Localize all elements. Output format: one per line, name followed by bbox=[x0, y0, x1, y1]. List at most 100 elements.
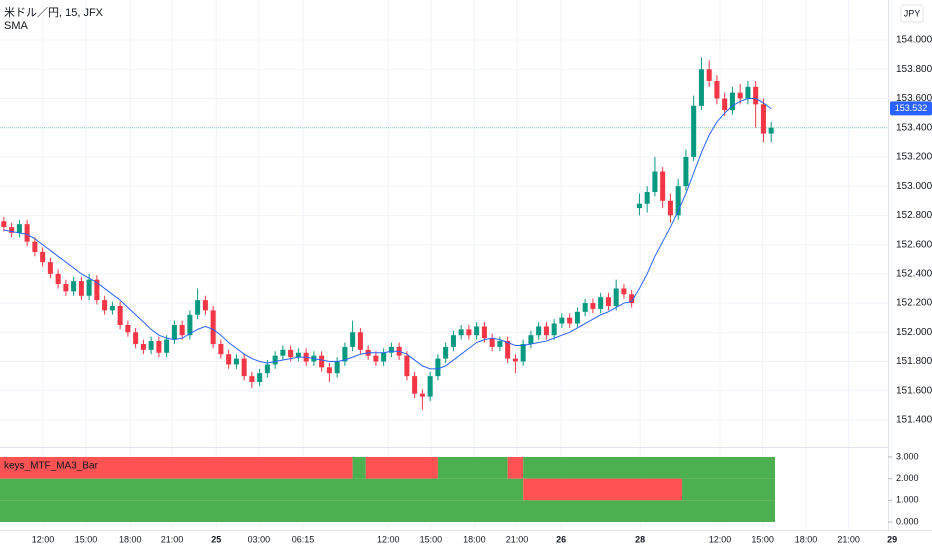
candle-body bbox=[102, 300, 108, 311]
candle-body bbox=[140, 343, 146, 350]
candle-body bbox=[40, 251, 46, 263]
candle-body bbox=[280, 349, 286, 356]
indicator-bar bbox=[0, 456, 353, 479]
indicator-tick-label: 3.000 bbox=[896, 451, 919, 461]
candle-body bbox=[16, 224, 22, 233]
indicator-tick-label: 2.000 bbox=[896, 473, 919, 483]
candle-body bbox=[326, 367, 332, 374]
candle-body bbox=[148, 341, 154, 350]
candle-body bbox=[714, 80, 720, 99]
candle-body bbox=[233, 358, 239, 365]
candle-body bbox=[636, 203, 642, 209]
candle-body bbox=[574, 311, 580, 324]
x-tick-label: 18:00 bbox=[119, 534, 142, 544]
y-tick-label: 151.800 bbox=[896, 356, 932, 367]
candle-body bbox=[210, 310, 216, 344]
y-tick-label: 152.800 bbox=[896, 210, 932, 221]
candle-body bbox=[164, 339, 170, 353]
indicator-name: SMA bbox=[4, 20, 29, 32]
candle-body bbox=[706, 69, 712, 81]
indicator-title: keys_MTF_MA3_Bar bbox=[4, 461, 99, 472]
price-badge-label: 153.532 bbox=[895, 103, 928, 113]
candle-body bbox=[590, 303, 596, 309]
candle-body bbox=[427, 376, 433, 397]
candle-body bbox=[249, 376, 255, 382]
axes: 151.400 151.600 151.800 152.000 152.200 152.4… bbox=[32, 35, 932, 544]
candle-body bbox=[450, 335, 456, 347]
x-tick-label: 15:00 bbox=[420, 534, 443, 544]
y-tick-label: 152.600 bbox=[896, 239, 932, 250]
candle-body bbox=[691, 105, 697, 157]
candle-body bbox=[768, 127, 774, 134]
candle-body bbox=[388, 346, 394, 353]
y-tick-label: 151.400 bbox=[896, 415, 932, 426]
y-tick-label: 154.000 bbox=[896, 35, 932, 46]
x-tick-label: 29 bbox=[887, 534, 897, 544]
candle-body bbox=[218, 343, 224, 355]
candle-body bbox=[264, 364, 270, 374]
candle-body bbox=[24, 224, 30, 242]
candle-body bbox=[644, 192, 650, 204]
candle-body bbox=[373, 355, 379, 362]
candle-body bbox=[512, 358, 518, 362]
candle-body bbox=[350, 332, 356, 347]
candle-body bbox=[257, 373, 263, 382]
candle-body bbox=[543, 326, 549, 336]
candle-body bbox=[667, 200, 673, 216]
candle-body bbox=[63, 284, 69, 292]
candle-body bbox=[745, 86, 751, 99]
x-tick-label: 21:00 bbox=[837, 534, 860, 544]
candle-body bbox=[117, 305, 123, 325]
candle-body bbox=[109, 305, 115, 311]
candle-body bbox=[683, 156, 689, 187]
candle-body bbox=[195, 300, 201, 315]
candle-body bbox=[133, 332, 139, 344]
candle-body bbox=[295, 352, 301, 358]
candle-body bbox=[481, 326, 487, 339]
y-tick-label: 153.000 bbox=[896, 181, 932, 192]
candle-body bbox=[729, 92, 735, 111]
candle-body bbox=[722, 98, 728, 111]
indicator-bar bbox=[365, 456, 438, 479]
candle-body bbox=[613, 288, 619, 306]
candle-body bbox=[551, 323, 557, 336]
candle-body bbox=[272, 355, 278, 365]
candle-body bbox=[559, 317, 565, 324]
y-tick-label: 152.400 bbox=[896, 268, 932, 279]
candle-body bbox=[458, 329, 464, 336]
candle-body bbox=[78, 281, 84, 296]
x-tick-label: 18:00 bbox=[795, 534, 818, 544]
candle-body bbox=[412, 376, 418, 394]
y-tick-label: 153.400 bbox=[896, 122, 932, 133]
candle-body bbox=[520, 343, 526, 362]
indicator-bar bbox=[0, 478, 524, 501]
candle-body bbox=[179, 324, 185, 336]
indicator-bar bbox=[507, 456, 524, 479]
candle-body bbox=[86, 279, 92, 296]
indicator-bar bbox=[437, 456, 508, 479]
x-tick-label: 15:00 bbox=[75, 534, 98, 544]
candle-body bbox=[381, 352, 387, 362]
y-tick-label: 152.000 bbox=[896, 327, 932, 338]
candle-body bbox=[675, 186, 681, 216]
candle-body bbox=[357, 332, 363, 350]
candle-body bbox=[9, 227, 15, 233]
indicator-bar bbox=[523, 478, 683, 501]
x-tick-label: 03:00 bbox=[248, 534, 271, 544]
x-tick-label: 21:00 bbox=[506, 534, 529, 544]
candle-body bbox=[582, 303, 588, 312]
indicator-tick-label: 0.000 bbox=[896, 516, 919, 526]
candle-body bbox=[629, 294, 635, 304]
candle-body bbox=[156, 341, 162, 353]
candle-body bbox=[474, 326, 480, 336]
currency-box[interactable] bbox=[900, 4, 924, 23]
candle-body bbox=[319, 355, 325, 368]
candle-body bbox=[660, 171, 666, 201]
candle-body bbox=[71, 281, 77, 292]
sma-line bbox=[3, 97, 772, 370]
candle-body bbox=[47, 262, 53, 274]
candle-body bbox=[288, 349, 294, 358]
candle-body bbox=[94, 279, 100, 301]
candle-body bbox=[404, 355, 410, 377]
